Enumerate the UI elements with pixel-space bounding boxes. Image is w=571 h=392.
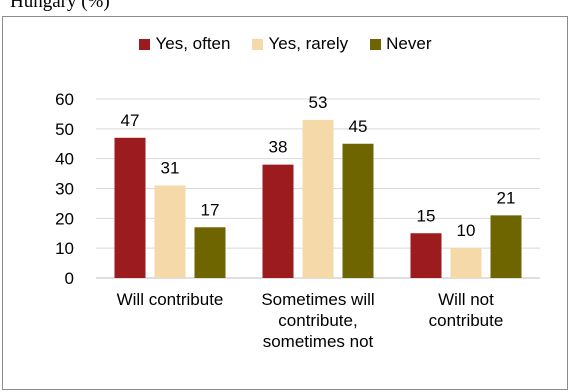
- bar: [450, 248, 482, 278]
- legend-swatch-yes-often: [139, 38, 151, 50]
- bar: [342, 143, 374, 278]
- data-label: 31: [161, 159, 180, 178]
- chart-legend: Yes, often Yes, rarely Never: [0, 34, 571, 54]
- data-label: 17: [201, 200, 220, 219]
- legend-item-yes-often: Yes, often: [139, 34, 230, 54]
- data-label: 21: [497, 188, 516, 207]
- bar: [262, 164, 294, 278]
- legend-label-never: Never: [386, 34, 432, 53]
- x-category-label: Sometimes will contribute, sometimes not: [236, 289, 400, 352]
- x-category-label-line: contribute,: [278, 311, 358, 330]
- x-category-label-line: Will contribute: [116, 290, 224, 309]
- y-tick-label: 40: [55, 150, 74, 169]
- bar: [410, 233, 442, 278]
- y-tick-label: 30: [55, 180, 74, 199]
- x-category-label: Will not contribute: [384, 289, 548, 331]
- legend-swatch-never: [370, 38, 382, 50]
- legend-swatch-yes-rarely: [252, 38, 264, 50]
- y-tick-label: 0: [65, 269, 74, 288]
- x-category-label: Will contribute: [88, 289, 252, 310]
- y-tick-label: 50: [55, 120, 74, 139]
- bar: [114, 137, 146, 278]
- legend-label-yes-rarely: Yes, rarely: [268, 34, 349, 53]
- x-category-label-line: sometimes not: [262, 332, 374, 351]
- data-label: 15: [417, 206, 436, 225]
- data-label: 38: [269, 138, 288, 157]
- bar: [194, 227, 226, 278]
- legend-label-yes-often: Yes, often: [155, 34, 231, 53]
- y-tick-label: 20: [55, 209, 74, 228]
- bar: [302, 119, 334, 278]
- bar: [490, 215, 522, 278]
- x-category-label-line: Will not: [438, 290, 494, 309]
- y-tick-label: 10: [55, 239, 74, 258]
- x-category-label-line: Sometimes will: [261, 290, 375, 309]
- legend-item-never: Never: [370, 34, 432, 54]
- bar: [154, 185, 186, 278]
- y-tick-label: 60: [55, 90, 74, 109]
- caption-fragment: Hungary (%): [10, 0, 110, 12]
- x-category-label-line: contribute: [428, 311, 504, 330]
- data-label: 10: [457, 221, 476, 240]
- data-label: 47: [121, 111, 140, 130]
- data-label: 53: [309, 93, 328, 112]
- legend-item-yes-rarely: Yes, rarely: [252, 34, 348, 54]
- data-label: 45: [349, 117, 368, 136]
